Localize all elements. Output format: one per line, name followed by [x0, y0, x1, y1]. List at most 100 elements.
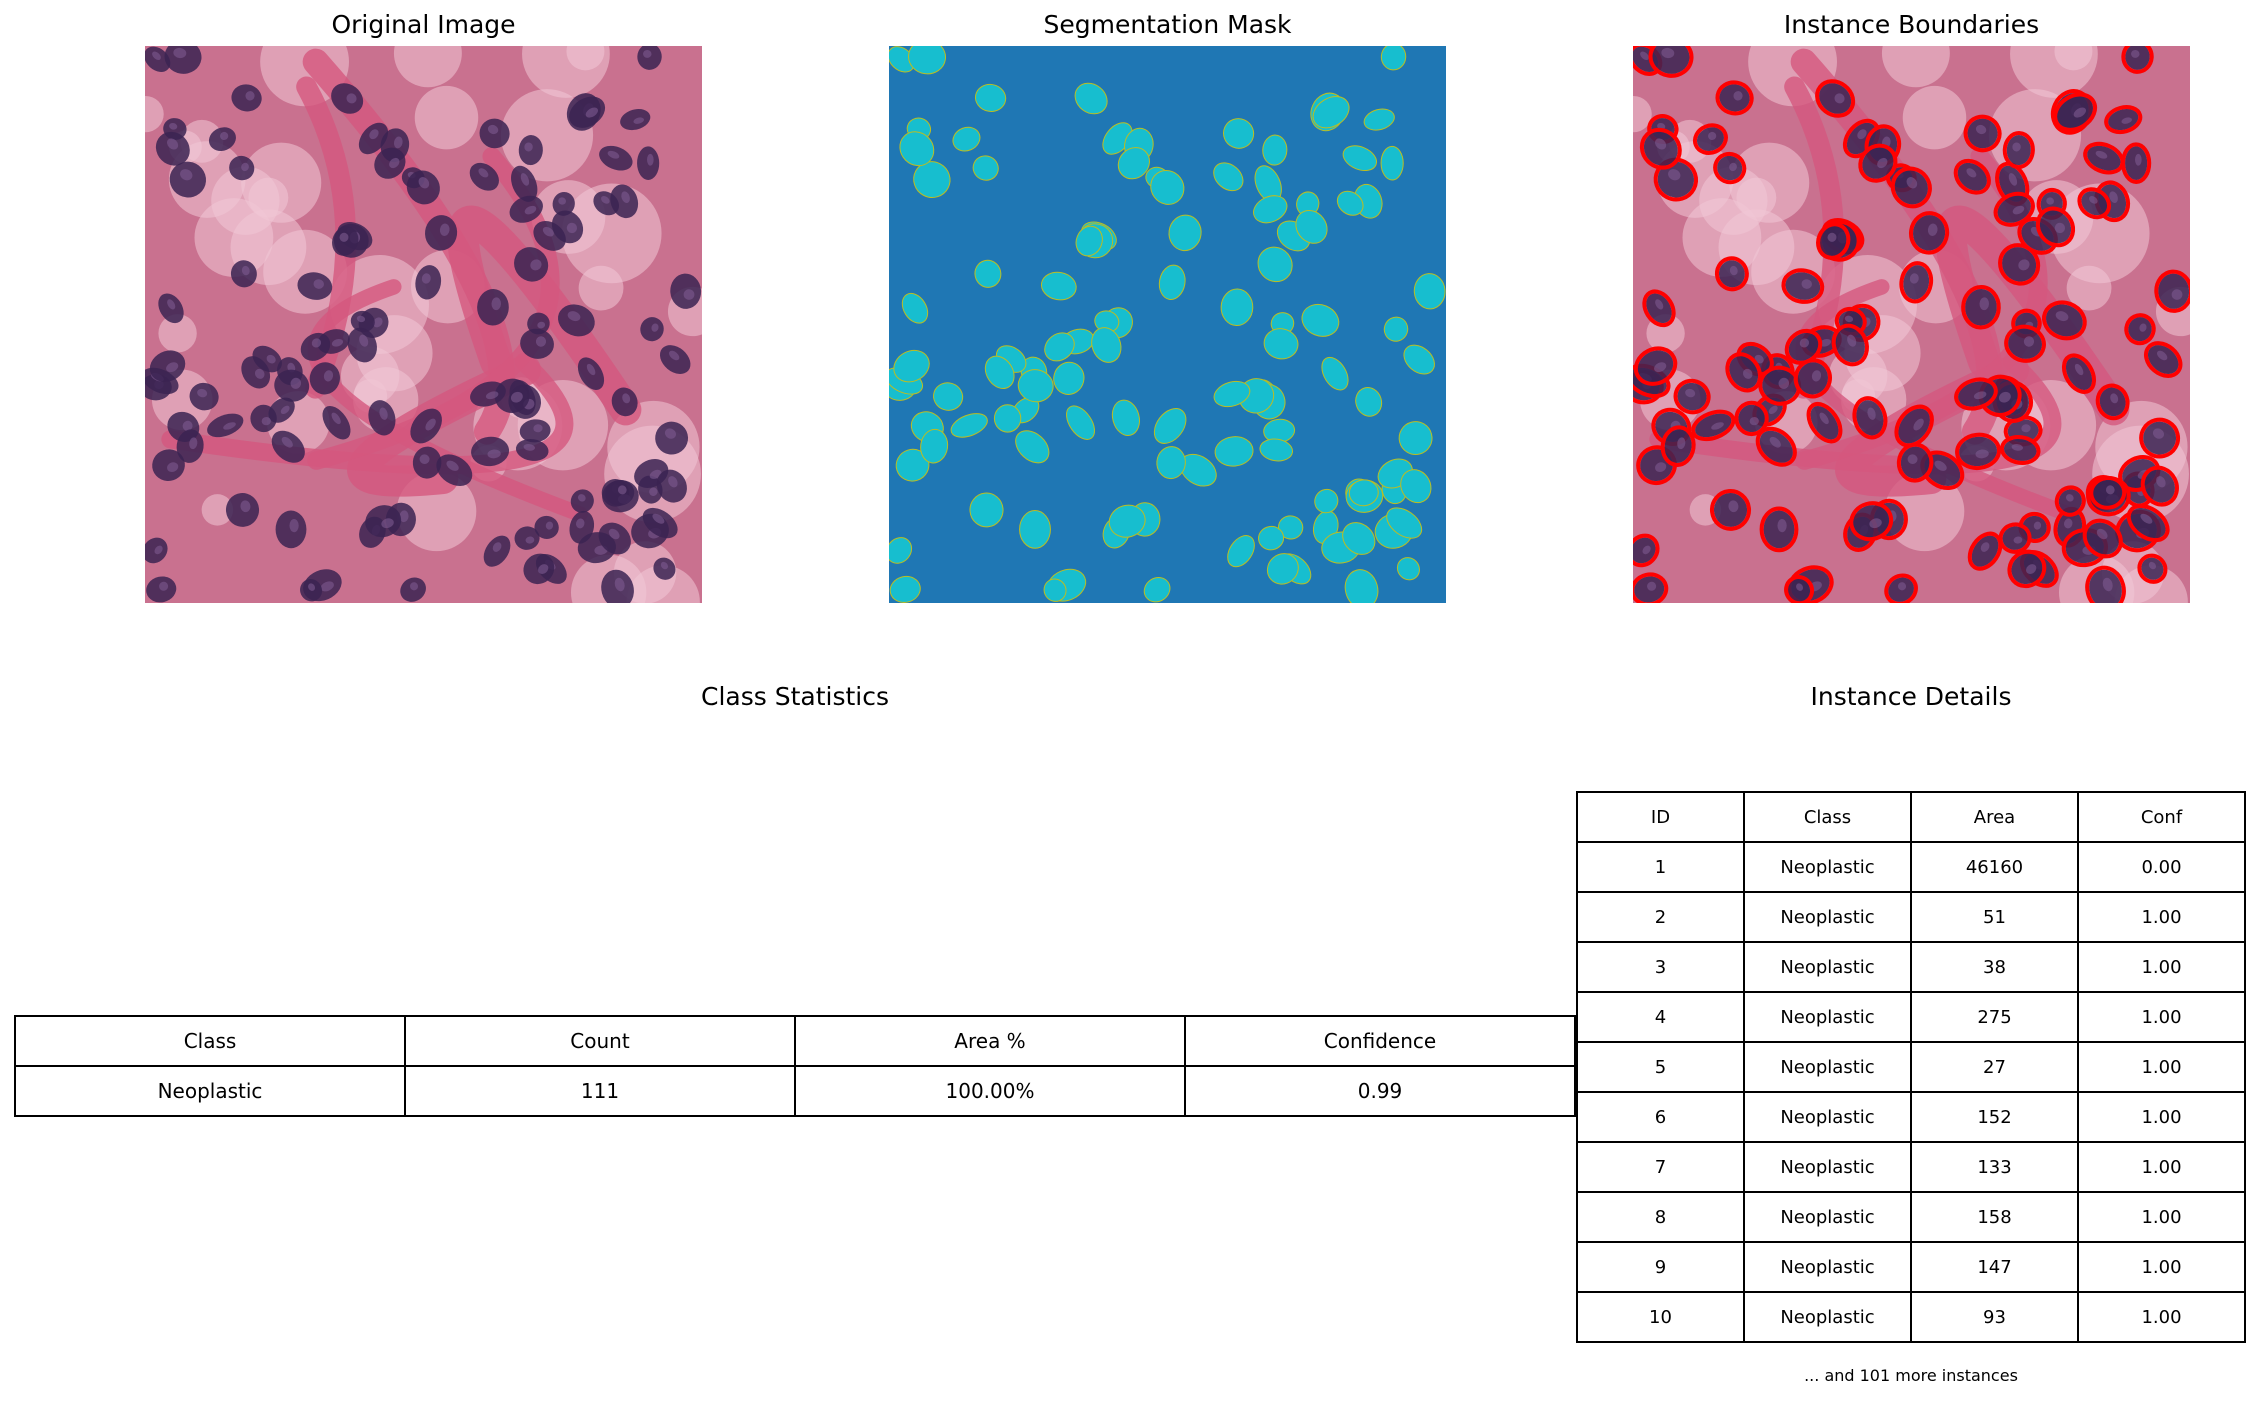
cytoplasm-region	[145, 95, 164, 133]
table-cell: 152	[1910, 1091, 2079, 1143]
table-cell: 1.00	[2077, 1141, 2246, 1193]
nucleolus	[2140, 513, 2153, 524]
nucleolus	[166, 462, 179, 472]
instance-boundary	[1899, 261, 1934, 304]
nucleolus	[2096, 528, 2108, 540]
nucleolus	[313, 279, 324, 289]
mask-nucleus	[1259, 438, 1294, 462]
instance-boundary	[1858, 143, 1898, 183]
nucleolus	[1973, 391, 1987, 400]
mask-nucleus	[1213, 380, 1251, 408]
mask-nucleus	[1386, 507, 1423, 539]
table-cell: 1.00	[2077, 891, 2246, 943]
mask-nucleus	[1044, 332, 1075, 362]
mask-nucleus	[1342, 145, 1378, 172]
nucleolus	[1769, 436, 1781, 448]
nucleolus	[2105, 485, 2115, 495]
nucleolus	[1966, 168, 1977, 178]
mask-nucleus	[1075, 225, 1103, 257]
nucleolus	[1819, 339, 1832, 347]
instance-boundary	[2140, 465, 2179, 507]
nucleolus	[154, 545, 163, 555]
nucleolus	[1934, 460, 1947, 471]
table-row: 6 Neoplastic 152 1.00	[1576, 1091, 2246, 1143]
table-row: 8 Neoplastic 158 1.00	[1576, 1191, 2246, 1243]
instance-boundary	[2121, 46, 2154, 74]
table-cell: 1.00	[2077, 1191, 2246, 1243]
nucleolus	[167, 138, 179, 150]
instance-boundary	[2061, 353, 2097, 394]
nucleolus	[410, 582, 419, 591]
nucleolus	[2026, 564, 2037, 574]
mask-nucleus	[1400, 469, 1432, 504]
instance-details-title: Instance Details	[1810, 682, 2012, 711]
nucleolus	[393, 136, 403, 149]
cytoplasm-region	[1633, 95, 1652, 133]
nucleolus	[281, 436, 293, 448]
nucleolus	[510, 391, 523, 403]
mask-nucleus	[1214, 436, 1254, 467]
nucleolus	[2011, 444, 2023, 451]
nucleolus	[607, 150, 620, 159]
instance-boundary	[1714, 256, 1749, 292]
nucleolus	[608, 528, 620, 540]
instance-boundary	[2004, 324, 2046, 363]
nucleolus	[530, 259, 542, 271]
nucleolus	[622, 393, 631, 404]
nucleolus	[1907, 454, 1918, 464]
nucleolus	[520, 173, 530, 186]
table-cell: 0.99	[1184, 1065, 1576, 1117]
nucleolus	[1867, 407, 1876, 420]
nucleolus	[1729, 162, 1737, 172]
nucleolus	[585, 107, 599, 118]
mask-nucleus	[1153, 408, 1187, 444]
mask-nucleus	[908, 46, 947, 75]
nucleolus	[1708, 131, 1717, 141]
nucleolus	[290, 377, 302, 389]
nucleolus	[1728, 500, 1739, 513]
nucleolus	[1642, 545, 1651, 555]
mask-nucleus	[1355, 387, 1383, 417]
instance-boundary	[1852, 396, 1888, 440]
nucleolus	[1677, 437, 1686, 450]
instance-boundary	[2154, 269, 2190, 313]
table-cell: 5	[1576, 1041, 1745, 1093]
instance-boundary	[1963, 114, 2002, 153]
nucleolus	[2013, 536, 2023, 544]
mask-nucleus	[972, 155, 999, 181]
nucleolus	[419, 454, 430, 464]
mask-nucleus	[1380, 145, 1404, 181]
table-cell: Neoplastic	[1743, 941, 1912, 993]
nucleolus	[1729, 265, 1738, 276]
nucleolus	[2033, 521, 2042, 530]
cytoplasm-region	[340, 346, 400, 406]
nucleolus	[537, 321, 546, 329]
nucleolus	[399, 510, 409, 523]
nucleolus	[664, 428, 677, 439]
instance-boundary	[2053, 92, 2098, 132]
table-cell: 1.00	[2077, 941, 2246, 993]
nucleolus	[289, 519, 299, 533]
nucleolus	[1668, 169, 1681, 181]
nucleolus	[652, 513, 665, 524]
cytoplasm-region	[201, 494, 234, 526]
instance-boundary	[1633, 346, 1678, 386]
instance-boundary	[2077, 187, 2112, 220]
table-cell: 51	[1910, 891, 2079, 943]
mask-nucleus	[1380, 46, 1407, 71]
cytoplasm-region	[578, 265, 624, 311]
nucleolus	[1834, 93, 1845, 104]
table-header-row: Class Count Area % Confidence	[14, 1015, 1576, 1067]
mask-nucleus	[1336, 190, 1364, 216]
mask-nucleus	[984, 355, 1015, 389]
nucleolus	[617, 485, 627, 495]
nucleolus	[533, 424, 543, 433]
nucleolus	[478, 168, 489, 178]
instance-boundary	[1673, 378, 1711, 415]
nucleolus	[152, 51, 161, 60]
instance-boundary	[1896, 442, 1934, 483]
nucleolus	[2139, 323, 2147, 332]
nucleolus	[669, 350, 680, 361]
nucleolus	[2135, 153, 2142, 166]
nucleolus	[1913, 418, 1924, 431]
